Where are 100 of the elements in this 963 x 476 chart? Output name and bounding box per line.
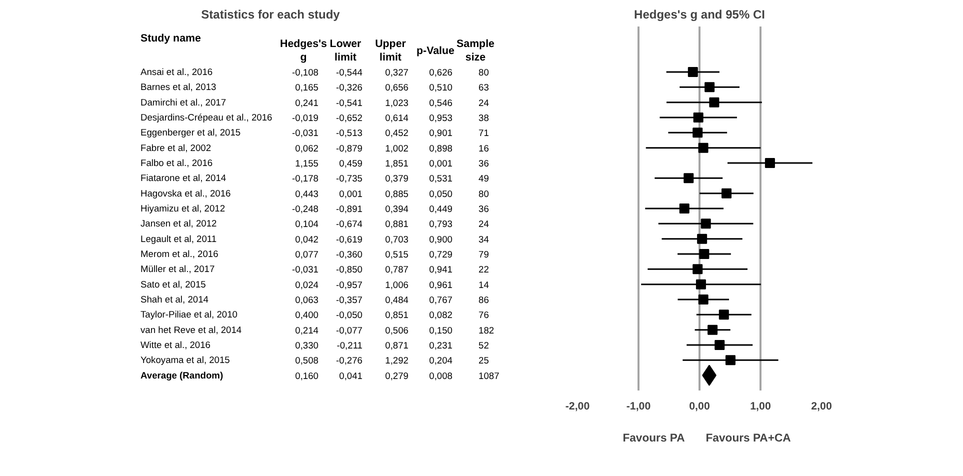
x-tick-label: 2,00 — [811, 400, 832, 412]
data-label: 38 — [478, 113, 489, 123]
point — [718, 310, 729, 320]
y-tick-label: Damirchi et al., 2017 — [140, 97, 226, 108]
data-label: -0,735 — [336, 174, 363, 184]
data-label: 1,851 — [385, 158, 408, 168]
data-label: -0,357 — [336, 295, 363, 305]
data-label: 80 — [478, 68, 489, 78]
x-tick-label: 1,00 — [750, 400, 771, 412]
data-label: 0,614 — [385, 113, 408, 123]
data-label: 0,104 — [295, 219, 318, 230]
x-tick-label: 0,00 — [689, 400, 710, 412]
data-label: 0,160 — [295, 370, 318, 381]
data-label: 0,279 — [385, 370, 408, 381]
data-label: -0,326 — [336, 82, 363, 93]
point — [700, 218, 711, 229]
data-label: -0,674 — [336, 219, 363, 230]
data-label: 25 — [478, 356, 489, 366]
point — [698, 294, 708, 304]
data-label: 22 — [478, 264, 489, 275]
data-label: -0,544 — [336, 68, 363, 78]
data-label: 0,506 — [385, 325, 408, 336]
data-label: 0,150 — [429, 325, 452, 336]
point — [679, 204, 690, 214]
data-label: 0,241 — [295, 98, 318, 108]
data-label: 0,508 — [295, 356, 318, 366]
data-label: 0,767 — [429, 295, 452, 305]
point — [698, 142, 708, 153]
data-label: 0,885 — [385, 188, 408, 199]
data-label: -0,276 — [336, 356, 363, 366]
data-label: 0,330 — [295, 340, 318, 350]
y-tick-label: Hagovska et al., 2016 — [140, 188, 231, 198]
point — [693, 112, 704, 122]
data-label: 1,292 — [385, 356, 408, 366]
point — [684, 173, 694, 184]
data-label: 0,400 — [295, 310, 318, 320]
data-label: 0,063 — [295, 295, 318, 305]
data-label: 16 — [478, 143, 489, 154]
data-label: -0,879 — [336, 143, 363, 154]
y-tick-label: Fiatarone et al, 2014 — [140, 173, 226, 184]
point — [714, 340, 725, 350]
data-label: -0,619 — [336, 234, 363, 244]
data-label: 0,062 — [295, 143, 318, 154]
point — [696, 279, 706, 290]
point — [699, 249, 710, 259]
x-tick-label: Upper limit — [375, 38, 406, 64]
data-label: -0,211 — [336, 340, 363, 350]
data-label: 79 — [478, 250, 489, 260]
data-label: 0,001 — [429, 158, 452, 168]
data-label: 86 — [478, 295, 489, 305]
point — [709, 97, 720, 108]
data-label: 0,901 — [429, 128, 452, 138]
data-label: 0,898 — [429, 143, 452, 154]
data-label: -0,541 — [336, 98, 363, 108]
y-tick-label: Merom et al., 2016 — [140, 249, 218, 259]
data-label: 0,900 — [429, 234, 452, 244]
data-label: 0,231 — [429, 340, 452, 350]
data-label: 0,510 — [429, 82, 452, 93]
data-label: 0,394 — [385, 204, 408, 214]
data-label: 0,042 — [295, 234, 318, 244]
data-label: -0,019 — [292, 113, 319, 123]
data-label: 0,546 — [429, 98, 452, 108]
data-label: 0,452 — [385, 128, 408, 138]
x-tick-label: Hedges's g — [280, 38, 328, 64]
y-tick-label: Witte et al., 2016 — [140, 340, 210, 350]
x-tick-label: p-Value — [416, 44, 455, 57]
text: Favours PA+CA — [706, 432, 791, 444]
chart-title: Hedges's g and 95% CI — [634, 8, 765, 22]
data-label: 34 — [478, 234, 489, 244]
y-tick-label: Ansai et al., 2016 — [140, 67, 213, 77]
data-label: 24 — [478, 219, 489, 230]
x-tick-label: -2,00 — [565, 400, 590, 412]
point — [692, 264, 703, 274]
data-label: 0,626 — [429, 68, 452, 78]
chart-title: Statistics for each study — [201, 8, 340, 22]
data-label: 63 — [478, 82, 489, 93]
y-tick-label: Sato et al, 2015 — [140, 279, 206, 290]
data-label: 0,953 — [429, 113, 452, 123]
data-label: 0,204 — [429, 356, 452, 366]
data-label: 0,443 — [295, 188, 318, 199]
data-label: 80 — [478, 188, 489, 199]
x-tick-label: Lower limit — [330, 38, 362, 64]
data-label: 0,001 — [339, 188, 362, 199]
data-label: 1,023 — [385, 98, 408, 108]
data-label: -0,957 — [336, 280, 363, 290]
y-tick-label: Yokoyama et al, 2015 — [140, 355, 230, 366]
data-label: 0,459 — [339, 158, 362, 168]
y-tick-label: Jansen et al, 2012 — [140, 218, 217, 229]
point — [692, 128, 703, 138]
data-label: 0,881 — [385, 219, 408, 230]
data-label: 0,851 — [385, 310, 408, 320]
data-label: 76 — [478, 310, 489, 320]
data-label: 0,787 — [385, 264, 408, 275]
data-label: 0,531 — [429, 174, 452, 184]
data-label: 1,155 — [295, 158, 318, 168]
data-label: 0,050 — [429, 188, 452, 199]
data-label: 36 — [478, 204, 489, 214]
data-label: 0,024 — [295, 280, 318, 290]
data-label: -0,031 — [292, 128, 319, 138]
data-label: 0,941 — [429, 264, 452, 275]
